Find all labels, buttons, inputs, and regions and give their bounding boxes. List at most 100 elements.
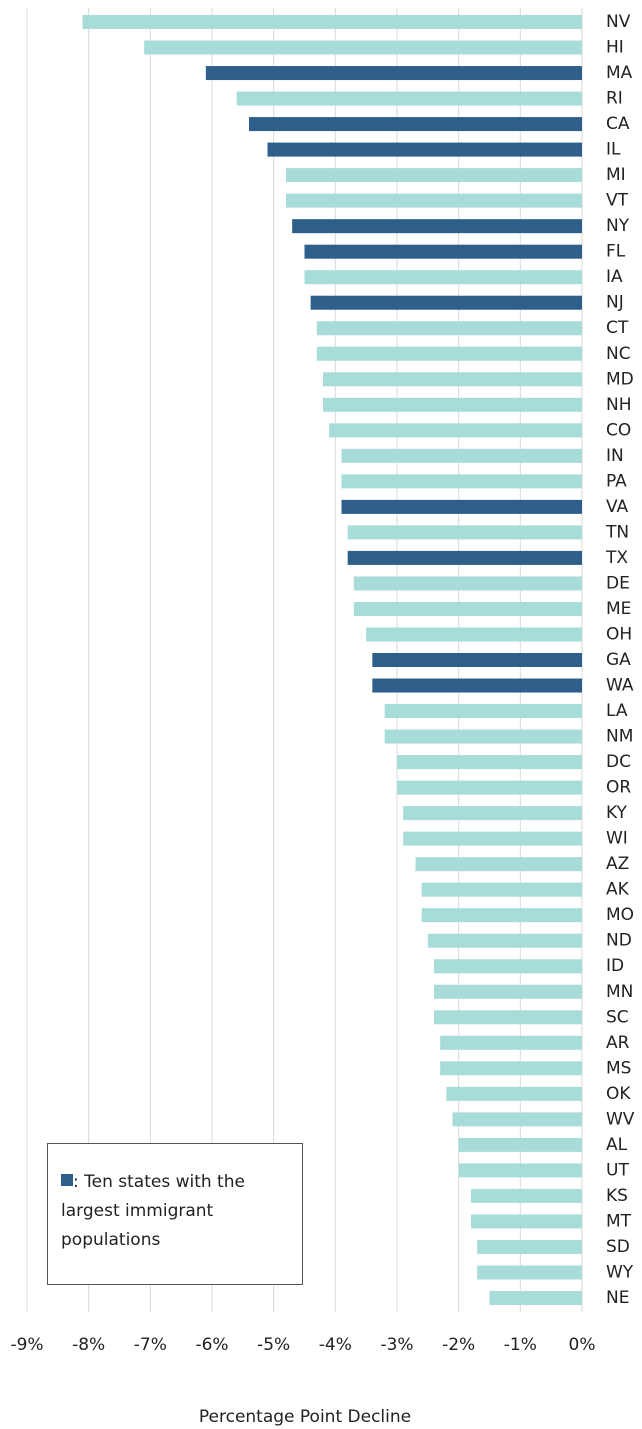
y-tick-label: MD (606, 369, 634, 389)
bar (434, 959, 582, 974)
bar (415, 857, 582, 872)
y-tick-label: AK (606, 880, 630, 900)
y-tick-label: KS (606, 1186, 628, 1206)
y-tick-label: CT (606, 318, 629, 338)
y-tick-label: DC (606, 752, 631, 772)
bar (82, 15, 582, 29)
y-tick-label: OK (606, 1084, 631, 1104)
y-tick-label: MS (606, 1058, 631, 1078)
bar (397, 755, 582, 770)
bar (249, 117, 582, 132)
bar (477, 1265, 582, 1280)
y-tick-label: NJ (606, 293, 624, 313)
x-tick-label: -8% (72, 1335, 105, 1355)
y-tick-label: MN (606, 982, 633, 1002)
bar (341, 448, 582, 463)
bar (353, 601, 582, 616)
y-tick-label: NY (606, 216, 630, 236)
x-tick-label: 0% (569, 1335, 596, 1355)
bar (310, 295, 582, 310)
legend: : Ten states with the largest immigrant … (47, 1143, 303, 1285)
y-tick-label: ID (606, 956, 624, 976)
bar (471, 1188, 582, 1203)
y-tick-label: NV (606, 12, 631, 32)
bar (205, 66, 583, 81)
bar (427, 933, 582, 948)
bar (458, 1163, 582, 1178)
bar (403, 806, 582, 821)
bar (446, 1086, 582, 1101)
y-tick-label: VA (606, 497, 629, 517)
bar (440, 1035, 582, 1050)
bar (421, 882, 582, 897)
bar (144, 40, 582, 55)
y-tick-label: WA (606, 676, 634, 696)
bar (286, 193, 582, 208)
y-tick-label: AR (606, 1033, 630, 1053)
bar (304, 244, 582, 259)
bar (347, 525, 582, 540)
y-tick-label: MI (606, 165, 626, 185)
y-tick-label: MT (606, 1211, 632, 1231)
bar (267, 142, 582, 157)
x-tick-label: -4% (319, 1335, 352, 1355)
x-tick-label: -9% (10, 1335, 43, 1355)
y-tick-label: RI (606, 89, 623, 109)
y-tick-label: AL (606, 1135, 628, 1155)
y-tick-label: WY (606, 1262, 634, 1282)
y-tick-label: DE (606, 573, 630, 593)
y-tick-label: OH (606, 624, 632, 644)
bar (489, 1291, 582, 1305)
bar (366, 627, 582, 642)
bar (434, 1010, 582, 1025)
y-tick-label: SD (606, 1237, 630, 1257)
y-tick-label: HI (606, 38, 624, 58)
bar (341, 474, 582, 489)
bar (323, 372, 582, 387)
y-tick-label: GA (606, 650, 631, 670)
y-tick-label: WV (606, 1109, 635, 1129)
y-tick-label: LA (606, 701, 628, 721)
y-tick-label: TX (605, 548, 628, 568)
y-tick-label: CA (606, 114, 630, 134)
x-tick-label: -7% (134, 1335, 167, 1355)
y-tick-label: AZ (606, 854, 629, 874)
bar (384, 704, 582, 719)
x-tick-label: -6% (195, 1335, 228, 1355)
x-axis-title: Percentage Point Decline (199, 1407, 411, 1427)
bar (458, 1137, 582, 1152)
bar (384, 729, 582, 744)
bar (347, 550, 582, 565)
y-tick-label: WI (606, 829, 628, 849)
y-tick-label: NH (606, 395, 632, 415)
bar (316, 346, 582, 361)
bar (316, 321, 582, 336)
bar (236, 91, 582, 106)
bar (329, 423, 582, 438)
bar (434, 984, 582, 999)
bar (471, 1214, 582, 1229)
y-tick-label: PA (606, 471, 627, 491)
y-tick-label: TN (605, 522, 629, 542)
y-tick-label: MO (606, 905, 634, 925)
bar (353, 576, 582, 591)
x-tick-label: -2% (442, 1335, 475, 1355)
legend-swatch (61, 1174, 73, 1186)
bar (292, 219, 582, 234)
y-tick-label: UT (606, 1160, 629, 1180)
bar (477, 1239, 582, 1254)
x-tick-label: -1% (504, 1335, 537, 1355)
y-tick-label: FL (606, 242, 626, 262)
bar (341, 499, 582, 514)
bar (304, 270, 582, 285)
y-tick-label: OR (606, 778, 631, 798)
bar (372, 653, 582, 667)
bar (397, 780, 582, 795)
bar (323, 397, 582, 412)
y-tick-label: ME (606, 599, 631, 619)
y-tick-label: ND (606, 931, 632, 951)
bar (403, 831, 582, 846)
y-tick-label: NC (606, 344, 631, 364)
y-tick-label: CO (606, 420, 631, 440)
